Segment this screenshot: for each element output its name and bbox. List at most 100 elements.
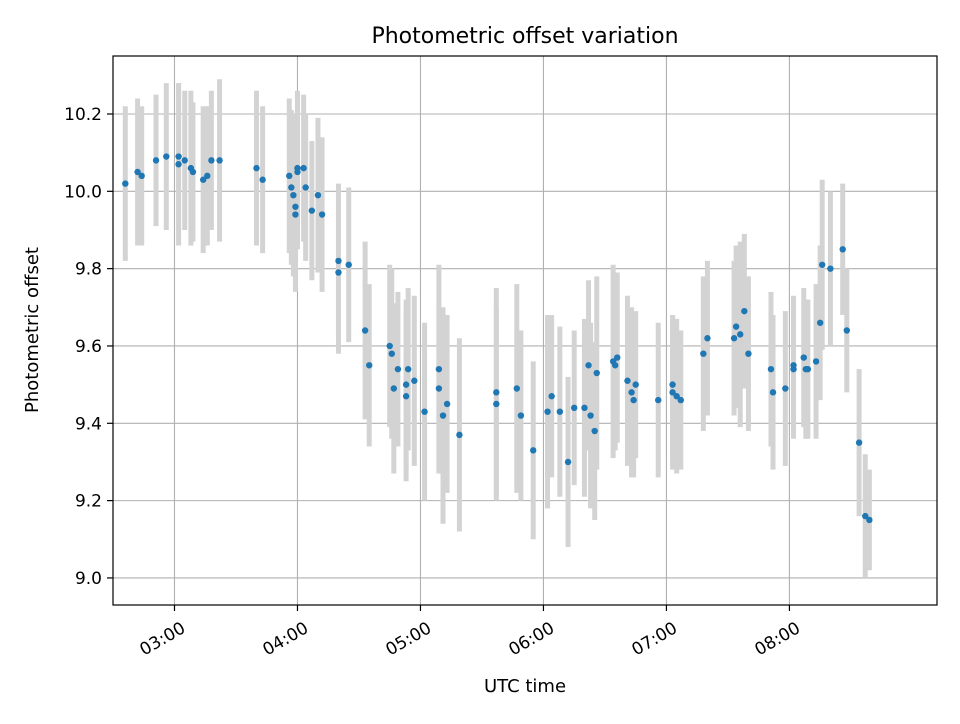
y-tick-label: 9.2 (75, 492, 102, 512)
data-point (390, 385, 398, 392)
data-point (286, 172, 293, 180)
data-point (737, 331, 744, 338)
data-point (394, 365, 402, 373)
data-point (292, 203, 299, 210)
data-point (669, 389, 676, 396)
data-point (624, 377, 631, 384)
data-point (443, 400, 451, 408)
data-point (189, 168, 197, 176)
data-point (216, 157, 223, 164)
data-point (152, 157, 160, 164)
data-point (732, 323, 740, 330)
data-point (361, 327, 369, 334)
y-tick-label: 10.0 (64, 182, 102, 202)
data-point (366, 362, 373, 369)
data-point (782, 385, 789, 392)
data-point (827, 265, 834, 272)
data-point (456, 431, 463, 439)
y-tick-label: 9.0 (75, 569, 102, 589)
data-point (843, 327, 851, 334)
data-point (404, 365, 412, 373)
y-axis-label: Photometric offset (22, 247, 43, 413)
data-point (517, 412, 525, 419)
data-point (800, 354, 807, 361)
data-point (529, 447, 537, 454)
data-point (308, 207, 316, 214)
data-point (704, 335, 711, 342)
data-point (700, 350, 707, 357)
data-point (730, 335, 738, 342)
data-point (628, 389, 635, 396)
data-point (204, 172, 211, 180)
data-point (812, 358, 820, 365)
data-point (581, 404, 588, 412)
plot-frame (112, 55, 938, 606)
data-point (591, 427, 598, 435)
data-point (439, 412, 447, 419)
data-point (816, 319, 824, 326)
data-point (611, 362, 619, 369)
data-point (630, 396, 637, 404)
data-point (767, 365, 775, 373)
data-point (493, 400, 500, 408)
y-tick-label: 9.6 (75, 337, 102, 357)
y-tick-label: 10.2 (64, 105, 102, 125)
data-point (294, 164, 301, 172)
data-point (564, 458, 572, 466)
data-point (866, 516, 873, 524)
data-point (163, 153, 170, 160)
data-point (386, 342, 393, 350)
data-point (290, 191, 297, 199)
data-point (318, 211, 326, 218)
data-point (655, 396, 662, 404)
data-point (855, 439, 863, 446)
data-point (745, 350, 752, 357)
data-point (741, 307, 748, 315)
data-point (632, 381, 639, 388)
data-point (208, 157, 215, 164)
data-point (288, 184, 295, 191)
data-point (769, 389, 777, 396)
data-point (402, 381, 410, 388)
data-point (673, 393, 680, 400)
data-point (587, 412, 594, 419)
chart-title: Photometric offset variation (371, 24, 678, 49)
data-point (345, 261, 352, 268)
data-points (122, 153, 873, 524)
y-tick-label: 9.8 (75, 260, 102, 280)
data-point (314, 191, 322, 199)
data-point (839, 246, 846, 253)
data-point (253, 164, 260, 172)
data-point (669, 381, 676, 388)
data-point (585, 362, 592, 369)
y-tick-label: 9.4 (75, 414, 102, 434)
data-point (556, 408, 564, 415)
data-point (677, 396, 684, 404)
data-point (804, 365, 812, 373)
data-point (138, 172, 145, 180)
data-point (122, 180, 129, 187)
data-point (175, 161, 182, 168)
x-axis-label: UTC time (484, 676, 566, 697)
data-point (411, 377, 418, 384)
data-point (435, 365, 443, 373)
data-point (435, 385, 443, 392)
data-point (302, 184, 309, 191)
data-point (388, 350, 395, 357)
data-point (790, 362, 797, 369)
data-point (300, 164, 307, 172)
data-point (402, 393, 410, 400)
data-point (493, 389, 500, 396)
data-point (421, 408, 428, 415)
data-point (199, 176, 207, 183)
data-point (548, 393, 555, 400)
data-point (544, 408, 551, 415)
data-point (181, 157, 188, 164)
data-point (335, 269, 342, 276)
y-axis-ticks: 9.0 9.2 9.4 9.6 9.8 10.0 10.2 (64, 105, 113, 589)
data-point (292, 211, 299, 218)
data-point (593, 369, 600, 377)
